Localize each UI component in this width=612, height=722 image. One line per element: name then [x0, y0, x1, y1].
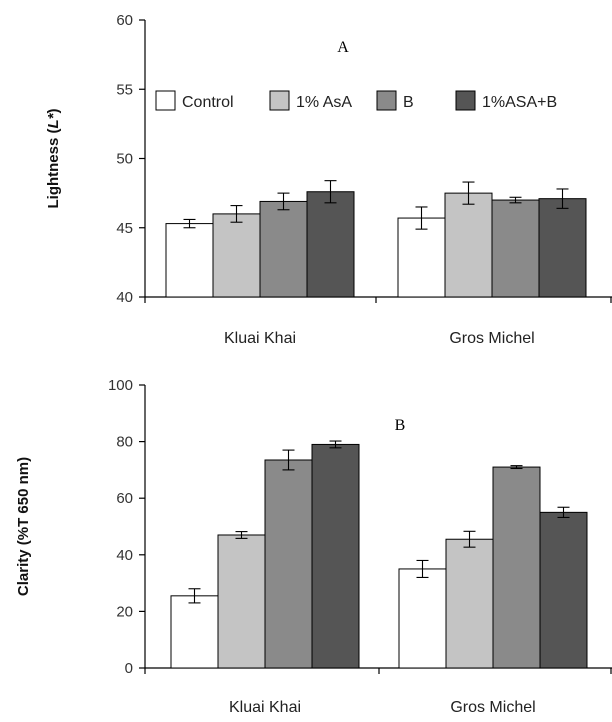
bar-kluai-khai-control — [165, 223, 214, 298]
bar-gros-michel-control — [398, 568, 447, 669]
bar-gros-michel-1-asa — [445, 538, 494, 669]
bar-gros-michel-b — [491, 199, 540, 298]
legend-swatch — [155, 90, 176, 111]
y-tick-label: 80 — [116, 434, 133, 451]
y-tick-label: 0 — [125, 660, 133, 677]
y-tick-label: 40 — [116, 289, 133, 306]
y-axis-label: Clarity (%T 650 nm) — [15, 457, 32, 596]
y-tick-label: 60 — [116, 12, 133, 29]
y-axis-label-part: Lightness ( — [45, 128, 62, 208]
legend: Control 1% AsA B 1%ASA+B — [155, 90, 557, 111]
bar-gros-michel-1-asa-b — [539, 511, 588, 669]
category-label: Kluai Khai — [224, 330, 296, 347]
bar-kluai-khai-1-asa — [217, 534, 266, 669]
panel-letter: B — [395, 417, 406, 434]
y-tick-label: 55 — [116, 81, 133, 98]
category-label: Gros Michel — [449, 330, 534, 347]
legend-label: 1%ASA+B — [482, 94, 557, 111]
category-label: Kluai Khai — [229, 699, 301, 716]
bar-kluai-khai-1-asa — [212, 213, 261, 298]
bar-kluai-khai-1-asa-b — [311, 443, 360, 669]
bar-kluai-khai-b — [264, 459, 313, 669]
bar-kluai-khai-b — [259, 200, 308, 298]
y-tick-label: 45 — [116, 220, 133, 237]
y-tick-label: 100 — [108, 377, 133, 394]
panel-letter: A — [337, 39, 349, 56]
category-label: Gros Michel — [450, 699, 535, 716]
legend-label: B — [403, 94, 414, 111]
y-axis-label: Lightness (L*) — [45, 108, 62, 208]
y-tick-label: 60 — [116, 490, 133, 507]
bar-gros-michel-1-asa — [444, 192, 493, 298]
legend-label: Control — [182, 94, 234, 111]
legend-label: 1% AsA — [296, 94, 352, 111]
bar-gros-michel-1-asa-b — [538, 198, 587, 298]
legend-swatch — [376, 90, 397, 111]
legend-swatch — [455, 90, 476, 111]
y-axis-label-part: ) — [45, 108, 62, 113]
chart-panel-b: 0 20 40 60 80 100 Kluai Khai Gros Michel B Clarit… — [15, 377, 612, 716]
chart-panel-a: 40 45 50 55 60 Kluai Khai Gros Michel A Lightnes… — [45, 12, 612, 347]
legend-swatch — [269, 90, 290, 111]
bar-gros-michel-control — [397, 217, 446, 298]
y-tick-label: 50 — [116, 151, 133, 168]
bar-kluai-khai-1-asa-b — [306, 191, 355, 298]
y-tick-label: 40 — [116, 547, 133, 564]
bar-gros-michel-b — [492, 466, 541, 669]
y-tick-label: 20 — [116, 603, 133, 620]
y-axis-label-part: L* — [45, 112, 62, 128]
bar-kluai-khai-control — [170, 595, 219, 669]
